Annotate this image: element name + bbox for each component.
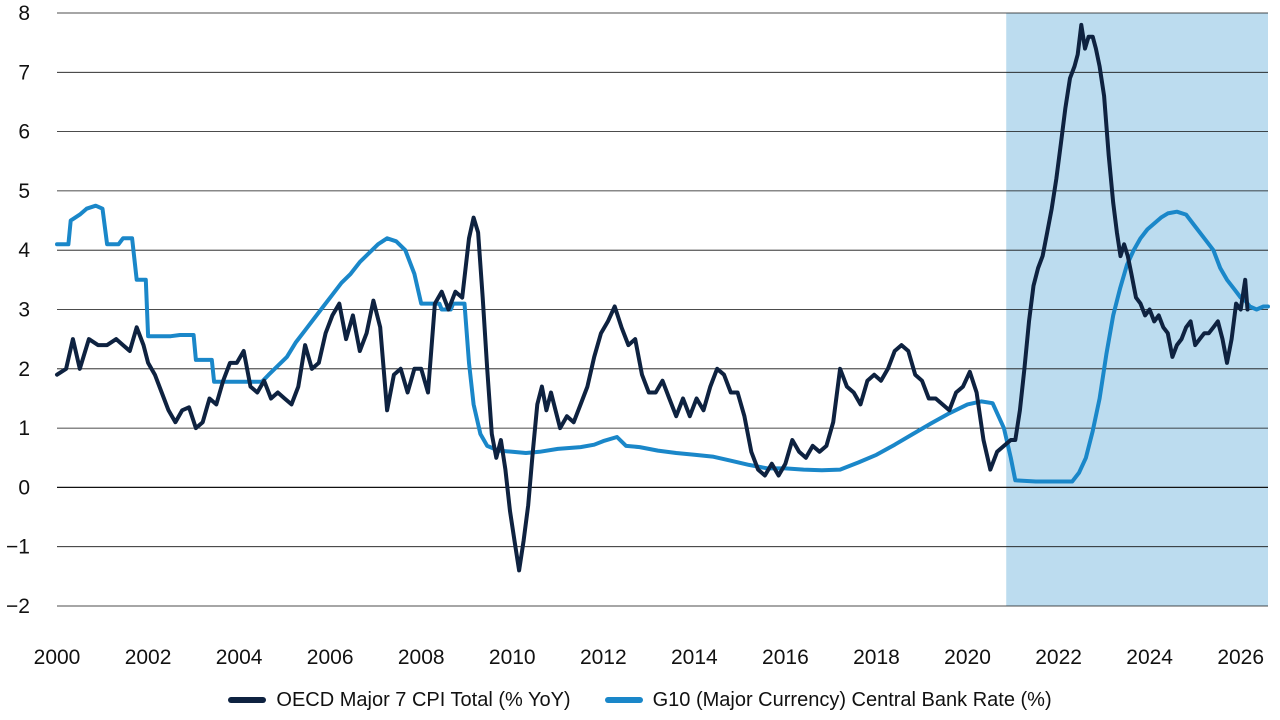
legend-item-cpi: OECD Major 7 CPI Total (% YoY) bbox=[228, 688, 571, 712]
series-lines bbox=[55, 22, 1270, 573]
x-tick-label: 2006 bbox=[307, 646, 354, 669]
y-tick-label: 7 bbox=[18, 61, 30, 84]
x-tick-label: 2008 bbox=[398, 646, 445, 669]
legend-swatch-cpi bbox=[228, 697, 267, 703]
legend-label-rate: G10 (Major Currency) Central Bank Rate (… bbox=[652, 688, 1052, 711]
legend: OECD Major 7 CPI Total (% YoY) G10 (Majo… bbox=[0, 680, 1280, 720]
legend-item-rate: G10 (Major Currency) Central Bank Rate (… bbox=[604, 688, 1052, 712]
x-axis: 2000 2002 2004 2006 2008 2010 2012 2014 2016 2018… bbox=[34, 646, 1264, 669]
y-tick-label: 2 bbox=[18, 358, 30, 381]
y-tick-label: 8 bbox=[18, 2, 30, 25]
y-tick-label: −2 bbox=[6, 595, 30, 618]
y-tick-label: −1 bbox=[6, 536, 30, 559]
x-tick-label: 2018 bbox=[853, 646, 900, 669]
x-tick-label: 2004 bbox=[216, 646, 263, 669]
x-tick-label: 2012 bbox=[580, 646, 627, 669]
x-tick-label: 2020 bbox=[944, 646, 991, 669]
x-tick-label: 2022 bbox=[1035, 646, 1082, 669]
y-tick-label: 5 bbox=[18, 180, 30, 203]
x-tick-label: 2000 bbox=[34, 646, 81, 669]
y-axis: −2 −1 0 1 2 3 4 5 6 7 8 bbox=[6, 2, 30, 618]
x-tick-label: 2014 bbox=[671, 646, 718, 669]
grid-lines bbox=[57, 12, 1268, 607]
y-tick-label: 6 bbox=[18, 121, 30, 144]
x-tick-label: 2026 bbox=[1217, 646, 1264, 669]
legend-label-cpi: OECD Major 7 CPI Total (% YoY) bbox=[276, 688, 571, 711]
y-tick-label: 0 bbox=[18, 476, 30, 499]
y-tick-label: 4 bbox=[18, 239, 30, 262]
series-line-rate bbox=[55, 203, 1270, 484]
x-tick-label: 2016 bbox=[762, 646, 809, 669]
legend-swatch-rate bbox=[604, 697, 643, 703]
series-line-cpi bbox=[55, 22, 1250, 573]
y-tick-label: 3 bbox=[18, 299, 30, 322]
x-tick-label: 2024 bbox=[1126, 646, 1173, 669]
x-tick-label: 2010 bbox=[489, 646, 536, 669]
x-tick-label: 2002 bbox=[125, 646, 172, 669]
y-tick-label: 1 bbox=[18, 417, 30, 440]
